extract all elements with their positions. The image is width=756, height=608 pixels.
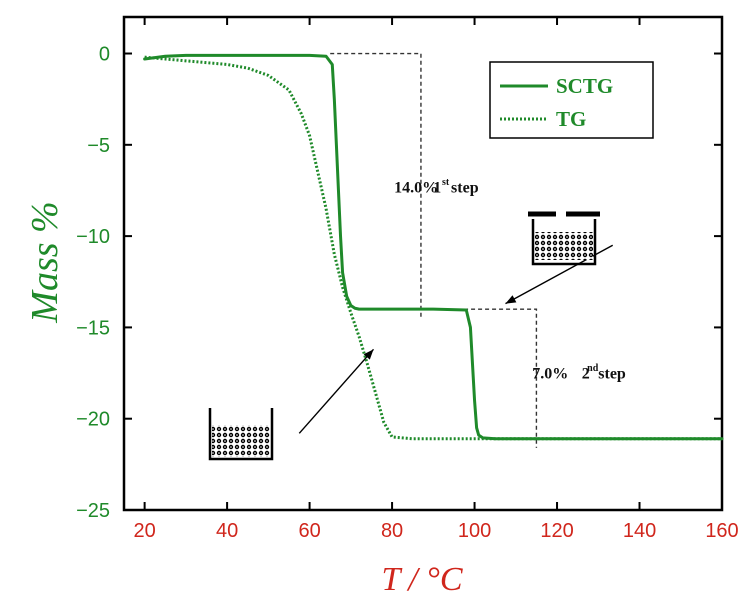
annotation-text: step	[451, 179, 479, 196]
crucible-with-lid-icon	[528, 211, 600, 266]
x-axis-title: T / °C	[381, 561, 462, 598]
guide-line	[359, 308, 538, 448]
x-tick-label: 160	[705, 520, 738, 542]
legend-label-sctg: SCTG	[556, 74, 613, 98]
x-tick-label: 60	[298, 520, 320, 542]
annotation-text: 2	[582, 366, 590, 383]
legend-label-tg: TG	[556, 107, 586, 131]
y-tick-label: −15	[76, 317, 110, 339]
legend: SCTG TG	[489, 61, 654, 139]
guide-line	[330, 52, 422, 319]
annotation-text: 7.0%	[532, 366, 568, 383]
series-line-sctg	[143, 53, 724, 441]
plot-frame	[122, 15, 724, 512]
y-tick-label: −20	[76, 409, 110, 431]
open-crucible-icon	[208, 408, 274, 461]
annotation-text: 1	[433, 179, 441, 196]
arrow-head	[363, 349, 374, 360]
y-tick-label: 0	[99, 44, 110, 66]
x-tick-label: 140	[623, 520, 656, 542]
y-tick-label: −25	[76, 500, 110, 522]
annotation-text: step	[598, 366, 626, 383]
legend-box	[489, 61, 654, 139]
x-tick-label: 80	[381, 520, 403, 542]
x-tick-label: 40	[216, 520, 238, 542]
x-tick-label: 100	[458, 520, 491, 542]
y-axis-title: Mass %	[24, 201, 66, 323]
annotation-text: st	[442, 177, 450, 188]
y-tick-label: −5	[87, 135, 110, 157]
arrow-line	[298, 348, 375, 434]
x-tick-label: 120	[540, 520, 573, 542]
arrow-head	[505, 295, 517, 304]
annotation-text: 14.0%	[394, 179, 438, 196]
y-tick-label: −10	[76, 226, 110, 248]
x-tick-label: 20	[133, 520, 155, 542]
annotation-text: nd	[587, 363, 599, 374]
series-line-tg	[144, 55, 722, 441]
